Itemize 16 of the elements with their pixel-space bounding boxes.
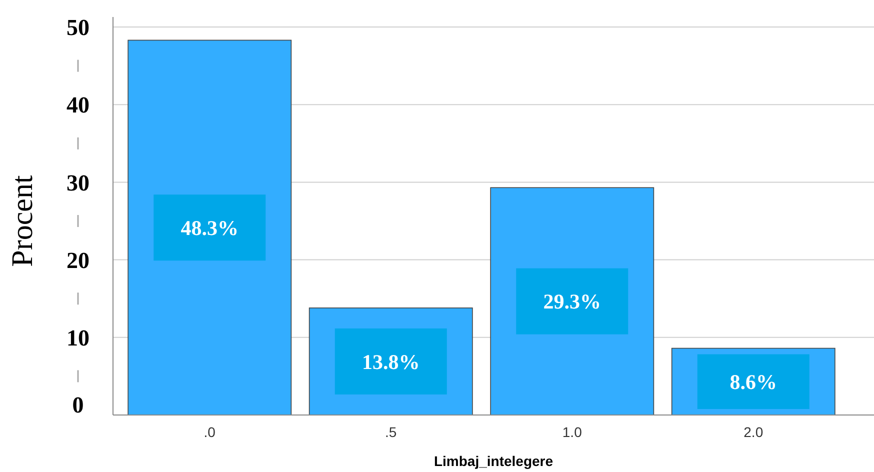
x-tick-label: .5 — [385, 424, 397, 440]
y-tick-label: 20 — [66, 248, 90, 273]
x-axis-title: Limbaj_intelegere — [434, 453, 554, 469]
data-label: 29.3% — [543, 290, 601, 314]
y-tick-label: 50 — [66, 15, 90, 40]
y-tick-label: 0 — [72, 392, 84, 418]
y-tick-label: 10 — [66, 325, 90, 350]
x-tick-label: 1.0 — [562, 424, 582, 440]
data-label: 48.3% — [180, 216, 238, 240]
x-tick-label: .0 — [204, 424, 216, 440]
x-tick-label: 2.0 — [744, 424, 764, 440]
data-label: 13.8% — [362, 350, 420, 374]
y-axis-title: Procent — [6, 174, 39, 267]
data-label: 8.6% — [730, 370, 777, 394]
y-tick-label: 30 — [66, 170, 90, 196]
y-tick-label: 40 — [66, 92, 90, 118]
